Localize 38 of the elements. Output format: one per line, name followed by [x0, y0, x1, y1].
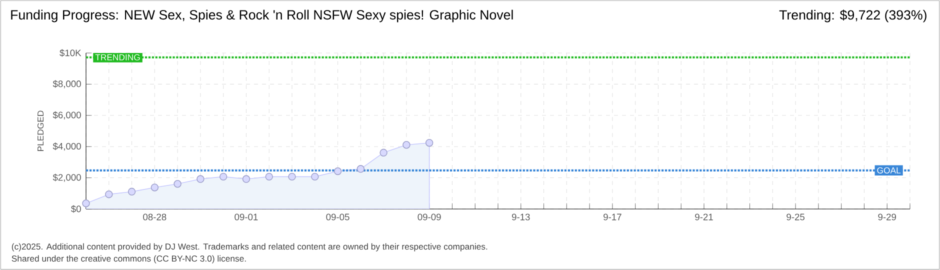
point: [265, 172, 273, 181]
chart-subtitle: Trending: $9,722 (393%): [779, 10, 926, 22]
text: Shared under the creative commons (CC BY-NC 3.0) license.: [12, 255, 246, 264]
chart-title: Funding Progress: NEW Sex, Spies & Rock 'n Roll NSFW Sexy spies! Graphic Novel: [11, 10, 513, 22]
x-tick-label: 9-29: [878, 214, 896, 220]
point: [82, 200, 90, 208]
point: [425, 138, 434, 147]
point: [402, 141, 410, 149]
y-tick-label: $4,000: [52, 142, 81, 151]
x-tick-label: 9-21: [695, 214, 713, 220]
point: [380, 148, 388, 157]
text: (c)2025. Additional content provided by DJ West. Trademarks and related content are owned by their respective companies.: [12, 243, 488, 252]
y-tick-label: $2,000: [52, 174, 81, 182]
point: [334, 167, 342, 176]
x-tick-label: 09-01: [234, 214, 258, 220]
y-tick-label: $8,000: [52, 80, 81, 88]
point: [288, 172, 296, 181]
x-tick-label: 09-09: [418, 214, 441, 220]
point: [128, 188, 136, 196]
point: [311, 172, 319, 181]
x-tick-label: 08-28: [143, 214, 166, 220]
y-tick-label: $10K: [60, 49, 82, 57]
y-axis-title: PLEDGED: [37, 110, 44, 151]
point: [219, 172, 228, 181]
point: [196, 175, 204, 183]
x-tick-label: 09-05: [326, 214, 350, 220]
y-tick-label: $6,000: [52, 111, 81, 120]
point: [105, 190, 113, 198]
point: [242, 175, 250, 183]
x-tick-label: 9-13: [512, 214, 530, 220]
ref-line-label: GOAL: [877, 167, 901, 174]
point: [150, 184, 159, 192]
x-tick-label: 9-25: [786, 214, 804, 220]
ref-line-label: TRENDING: [95, 54, 140, 60]
y-tick-label: $0: [71, 205, 81, 213]
point: [174, 180, 182, 188]
point: [356, 165, 365, 173]
x-tick-label: 9-17: [604, 214, 622, 220]
